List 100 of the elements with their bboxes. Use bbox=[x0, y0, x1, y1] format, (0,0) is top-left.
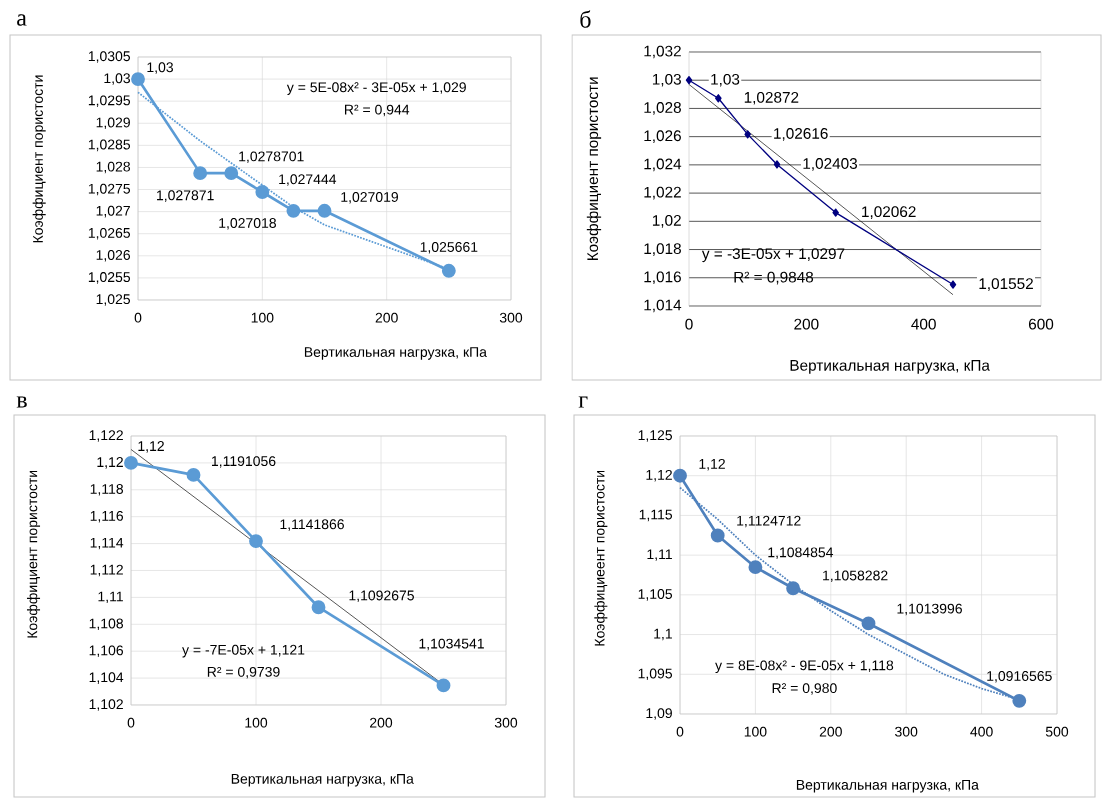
y-tick-label: 1,114 bbox=[90, 537, 124, 550]
data-label: 1,025661 bbox=[420, 242, 478, 254]
y-axis-title: Коэффициент пористости bbox=[26, 470, 41, 638]
data-label: 1,027444 bbox=[279, 174, 337, 186]
point bbox=[949, 280, 957, 289]
x-tick-label: 400 bbox=[970, 726, 993, 737]
x-tick-label: 0 bbox=[685, 318, 693, 330]
data-label: 1,1084854 bbox=[768, 547, 834, 559]
x-axis-title: Вертикальная нагрузка, кПа bbox=[304, 347, 487, 360]
y-tick-label: 1,026 bbox=[644, 130, 681, 143]
data-label: 1,0916565 bbox=[987, 671, 1052, 683]
x-tick-label: 600 bbox=[1028, 318, 1054, 330]
data-label: 1,1191056 bbox=[212, 456, 276, 468]
data-label: 1,027018 bbox=[219, 218, 276, 230]
y-tick-label: 1,116 bbox=[90, 510, 124, 523]
point bbox=[773, 160, 781, 169]
y-tick-label: 1,02 bbox=[652, 214, 681, 228]
y-tick-label: 1,0275 bbox=[88, 183, 131, 196]
point bbox=[193, 166, 208, 181]
point bbox=[1012, 693, 1027, 708]
x-tick-label: 300 bbox=[895, 726, 918, 737]
y-tick-label: 1,018 bbox=[644, 243, 681, 256]
point bbox=[124, 455, 138, 470]
y-tick-label: 1,09 bbox=[646, 708, 672, 720]
data-label: 1,1013996 bbox=[897, 603, 962, 616]
y-tick-label: 1,027 bbox=[96, 205, 130, 218]
x-tick-label: 0 bbox=[676, 726, 684, 737]
y-tick-label: 1,025 bbox=[96, 294, 131, 306]
chart-title: б bbox=[580, 10, 591, 28]
annotation: R² = 0,9739 bbox=[207, 666, 280, 679]
point bbox=[744, 130, 751, 139]
point bbox=[832, 208, 839, 217]
point bbox=[786, 581, 801, 596]
data-label: 1,1092675 bbox=[349, 590, 414, 603]
y-axis-title: Коэффициент пористости bbox=[32, 75, 46, 243]
y-tick-label: 1,105 bbox=[638, 589, 673, 601]
chart-title: а bbox=[17, 14, 27, 26]
y-tick-label: 1,11 bbox=[647, 549, 672, 561]
annotation: y = -7E-05x + 1,121 bbox=[182, 644, 305, 658]
data-label: 1,02616 bbox=[774, 128, 828, 141]
x-tick-label: 300 bbox=[494, 717, 518, 728]
y-tick-label: 1,0255 bbox=[88, 272, 131, 284]
y-tick-label: 1,122 bbox=[89, 430, 123, 442]
data-label: 1,02403 bbox=[803, 158, 858, 171]
y-tick-label: 1,1 bbox=[654, 628, 672, 641]
point bbox=[186, 467, 201, 482]
point bbox=[311, 600, 326, 615]
y-tick-label: 1,032 bbox=[644, 45, 681, 59]
y-tick-label: 1,11 bbox=[98, 591, 123, 604]
data-label: 1,027871 bbox=[157, 190, 214, 202]
point bbox=[673, 468, 687, 483]
y-tick-label: 1,024 bbox=[644, 158, 682, 172]
y-tick-label: 1,106 bbox=[89, 645, 124, 657]
x-tick-label: 100 bbox=[744, 726, 767, 737]
data-label: 1,03 bbox=[711, 73, 740, 87]
y-tick-label: 1,029 bbox=[96, 117, 130, 130]
x-tick-label: 200 bbox=[370, 717, 393, 728]
y-tick-label: 1,03 bbox=[104, 73, 131, 85]
data-label: 1,1058282 bbox=[823, 570, 888, 583]
y-tick-label: 1,102 bbox=[89, 699, 123, 711]
chart-title: в bbox=[16, 396, 27, 408]
data-label: 1,027019 bbox=[341, 192, 399, 204]
y-tick-label: 1,12 bbox=[97, 457, 123, 469]
y-tick-label: 1,028 bbox=[96, 161, 131, 174]
y-tick-label: 1,028 bbox=[644, 102, 681, 115]
x-tick-label: 500 bbox=[1045, 726, 1069, 737]
y-tick-label: 1,0295 bbox=[88, 95, 131, 107]
annotation: y = 5E-08x² - 3E-05x + 1,029 bbox=[286, 82, 466, 95]
point bbox=[286, 203, 301, 218]
point bbox=[317, 203, 332, 218]
x-tick-label: 400 bbox=[911, 318, 936, 330]
data-label: 1,0278701 bbox=[239, 151, 304, 163]
x-tick-label: 100 bbox=[245, 717, 268, 728]
x-tick-label: 300 bbox=[499, 312, 523, 323]
y-tick-label: 1,095 bbox=[638, 668, 673, 681]
y-tick-label: 1,0285 bbox=[88, 139, 131, 152]
y-tick-label: 1,016 bbox=[644, 271, 681, 285]
y-tick-label: 1,026 bbox=[96, 250, 131, 262]
data-label: 1,1034541 bbox=[419, 638, 484, 651]
point bbox=[131, 72, 145, 87]
point bbox=[436, 678, 451, 693]
x-tick-label: 0 bbox=[134, 312, 142, 323]
y-axis-title: Коэффициент пористости bbox=[586, 77, 602, 261]
data-label: 1,02062 bbox=[862, 206, 916, 219]
y-tick-label: 1,0265 bbox=[88, 227, 131, 240]
data-label: 1,02872 bbox=[744, 91, 799, 105]
y-tick-label: 1,115 bbox=[639, 509, 673, 522]
x-tick-label: 200 bbox=[819, 726, 842, 737]
y-tick-label: 1,12 bbox=[646, 469, 672, 482]
point bbox=[715, 94, 722, 103]
point bbox=[249, 534, 263, 549]
x-axis-title: Вертикальная нагрузка, кПа bbox=[231, 774, 414, 787]
data-label: 1,03 bbox=[147, 62, 174, 74]
annotation: R² = 0,980 bbox=[772, 683, 837, 695]
point bbox=[710, 528, 725, 543]
y-tick-label: 1,112 bbox=[90, 564, 123, 577]
data-label: 1,01552 bbox=[979, 278, 1033, 291]
annotation: y = -3E-05x + 1,0297 bbox=[701, 248, 845, 263]
point bbox=[685, 76, 693, 85]
point bbox=[861, 616, 876, 631]
